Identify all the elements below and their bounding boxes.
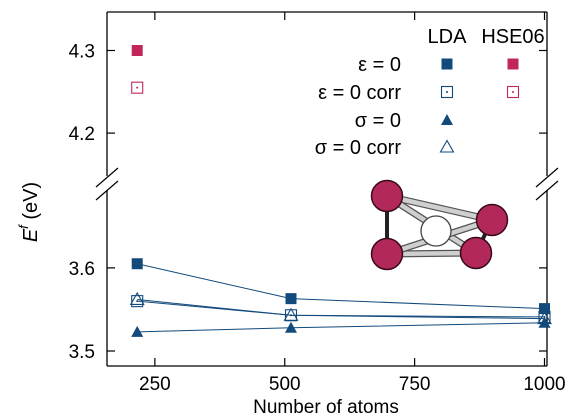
x-tick-label: 1000: [523, 374, 565, 395]
x-tick-label: 750: [399, 374, 431, 395]
axis-break-mark: [535, 167, 559, 188]
legend-label: ε = 0 corr: [318, 82, 401, 104]
series-line: [137, 300, 545, 318]
y-tick-label: 4.2: [69, 124, 95, 145]
data-point-dot: [136, 86, 139, 89]
data-point: [131, 81, 144, 94]
series-line: [137, 263, 545, 310]
legend-marker-lda: [440, 85, 454, 99]
bond-grey: [384, 193, 495, 223]
legend-marker-lda: [441, 58, 453, 70]
x-tick-label: 500: [269, 374, 301, 395]
atom: [370, 237, 404, 271]
axis-break-mark: [95, 180, 119, 201]
data-point: [129, 291, 145, 306]
legend-label: ε = 0: [358, 54, 401, 76]
atom: [459, 236, 493, 270]
data-marks: [129, 45, 552, 337]
atom: [475, 203, 509, 237]
data-point: [283, 307, 299, 321]
axes: 4.3 4.2 3.6 3.5 250 500 750 1000 Number of atoms…: [16, 11, 565, 418]
data-point: [284, 321, 297, 333]
y-tick-label: 3.5: [69, 342, 95, 363]
x-tick-label: 250: [139, 374, 171, 395]
legend-marker-hse: [507, 58, 519, 70]
data-point: [131, 295, 144, 308]
data-point-dot: [289, 314, 292, 317]
legend-header-lda: LDA: [428, 26, 468, 48]
series-line: [137, 298, 545, 320]
data-point: [131, 325, 144, 337]
legend-marker-hse: [506, 85, 520, 99]
axis-break-mark: [95, 167, 119, 188]
legend-marker-lda: [441, 114, 453, 125]
data-point: [538, 316, 551, 328]
vacancy-site: [420, 215, 452, 247]
legend-marker-hse-dot: [512, 91, 514, 93]
data-point: [131, 45, 143, 56]
x-axis-label: Number of atoms: [253, 397, 399, 418]
atom: [370, 179, 404, 213]
defect-structure-inset: [370, 179, 509, 271]
axis-break-mark: [535, 180, 559, 201]
legend: LDA HSE06 ε = 0 ε = 0 corr σ = 0 σ = 0 corr: [315, 26, 545, 159]
data-point-dot: [136, 300, 139, 303]
series-line: [137, 322, 545, 333]
legend-marker-lda: [439, 139, 455, 153]
data-point: [131, 258, 143, 270]
legend-label: σ = 0: [355, 110, 401, 132]
y-tick-label: 4.3: [69, 42, 95, 63]
data-point: [285, 293, 297, 305]
data-point: [537, 310, 552, 325]
y-axis-label: Ef (eV): [16, 182, 42, 242]
legend-marker-lda-dot: [446, 91, 448, 93]
legend-header-hse: HSE06: [481, 26, 544, 48]
legend-label: σ = 0 corr: [315, 137, 402, 159]
y-tick-label: 3.6: [69, 259, 95, 280]
data-point: [539, 303, 550, 315]
